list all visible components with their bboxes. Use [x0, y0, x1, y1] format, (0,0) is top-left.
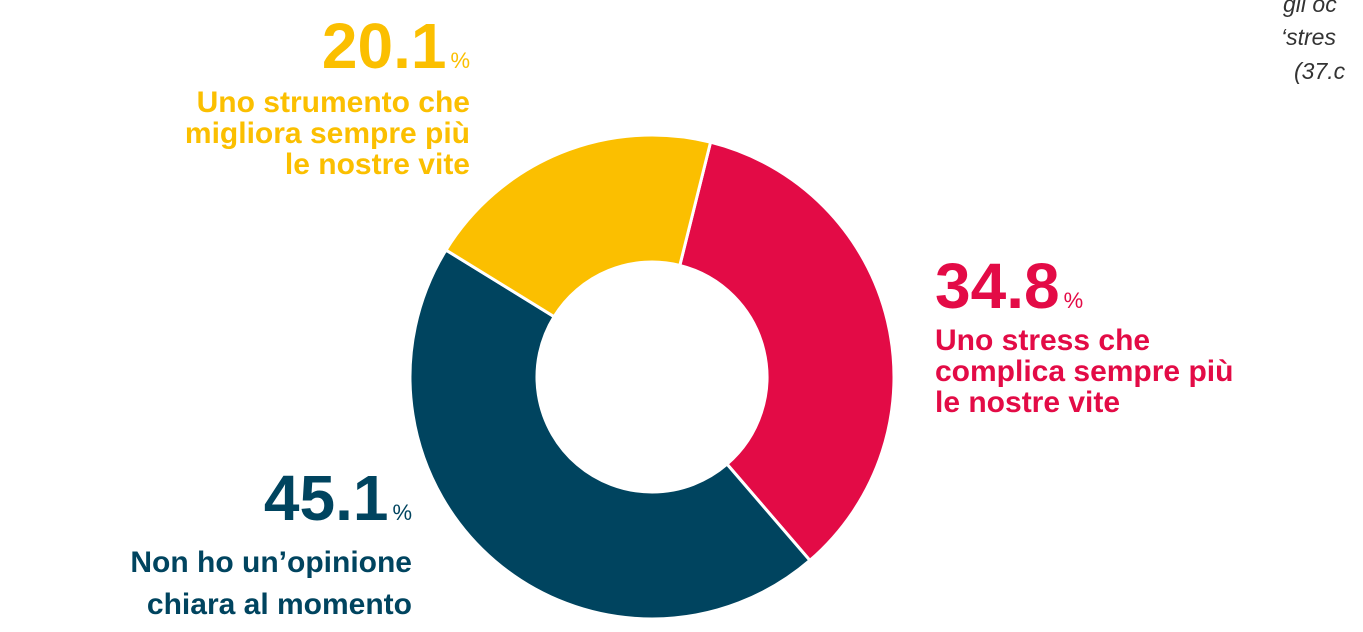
unit: % [450, 48, 470, 73]
donut-slice [678, 140, 896, 563]
category-line: chiara al momento [147, 588, 412, 621]
annotation: (37.c [1294, 58, 1346, 84]
value: 34.8 [935, 250, 1060, 322]
value: 45.1 [264, 462, 389, 534]
category-line: complica sempre più [935, 355, 1233, 388]
value-label: 20.1% [322, 10, 470, 82]
category-label: Uno strumento che migliora sempre più le n… [185, 86, 470, 181]
value-label: 34.8% [935, 250, 1083, 322]
category-label: Non ho un’opinione chiara al momento [130, 546, 412, 621]
annotation: gli oc [1283, 0, 1337, 17]
category-line: le nostre vite [935, 386, 1120, 419]
donut-slice [443, 133, 713, 319]
category-line: migliora sempre più [185, 117, 470, 150]
category-line: le nostre vite [285, 148, 470, 181]
donut-slice [408, 247, 812, 621]
category-line: Non ho un’opinione [130, 546, 412, 579]
annotation: ‘stres [1281, 24, 1336, 50]
unit: % [1064, 288, 1084, 313]
category-label: Uno stress che complica sempre più le nost… [935, 324, 1233, 419]
category-line: Uno strumento che [197, 86, 470, 119]
value: 20.1 [322, 10, 447, 82]
value-label: 45.1% [264, 462, 412, 534]
unit: % [392, 500, 412, 525]
category-line: Uno stress che [935, 324, 1150, 357]
